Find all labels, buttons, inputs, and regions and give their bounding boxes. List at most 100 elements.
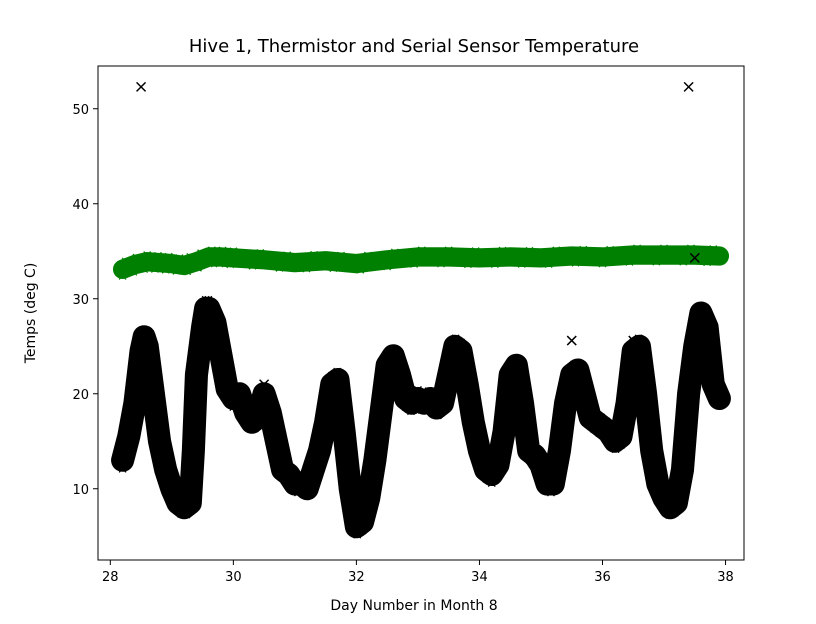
series-marker bbox=[675, 479, 684, 488]
series-marker bbox=[325, 254, 334, 263]
series-marker bbox=[483, 258, 492, 267]
series-marker bbox=[510, 355, 519, 364]
series-marker bbox=[367, 259, 376, 268]
series-marker bbox=[517, 388, 526, 397]
series-marker bbox=[147, 372, 156, 381]
series-marker bbox=[629, 251, 638, 260]
series-marker bbox=[273, 435, 282, 444]
series-marker bbox=[196, 346, 205, 355]
series-marker bbox=[131, 395, 140, 404]
series-marker bbox=[474, 437, 483, 446]
series-marker bbox=[279, 257, 288, 266]
series-marker bbox=[275, 445, 284, 454]
series-marker bbox=[158, 445, 167, 454]
series-marker bbox=[333, 367, 342, 376]
series-marker bbox=[650, 454, 659, 463]
series-marker bbox=[397, 371, 406, 380]
series-marker bbox=[448, 255, 457, 264]
series-marker bbox=[144, 362, 153, 371]
series-marker bbox=[696, 306, 705, 315]
series-marker bbox=[624, 389, 633, 397]
series-marker bbox=[284, 461, 293, 470]
series-marker bbox=[648, 248, 657, 257]
series-marker bbox=[237, 391, 246, 400]
series-marker bbox=[130, 403, 139, 412]
series-marker bbox=[675, 248, 684, 257]
series-marker bbox=[457, 338, 465, 347]
series-marker bbox=[335, 394, 344, 403]
series-marker bbox=[563, 388, 572, 397]
series-marker bbox=[473, 427, 482, 436]
series-marker bbox=[656, 251, 665, 260]
series-marker bbox=[118, 464, 127, 473]
x-tick-label: 36 bbox=[594, 570, 611, 585]
series-marker bbox=[465, 391, 474, 400]
series-1 bbox=[112, 244, 730, 280]
series-2 bbox=[111, 295, 731, 539]
series-marker bbox=[383, 262, 392, 271]
series-marker bbox=[191, 395, 200, 404]
series-marker bbox=[516, 376, 525, 385]
series-marker bbox=[189, 443, 198, 452]
series-marker bbox=[444, 246, 453, 255]
series-marker bbox=[549, 482, 558, 491]
series-marker bbox=[706, 251, 715, 260]
series-marker bbox=[690, 347, 699, 356]
series-marker bbox=[710, 386, 719, 395]
series-marker bbox=[443, 371, 452, 380]
series-marker bbox=[683, 400, 692, 409]
series-marker bbox=[568, 378, 577, 387]
series-marker bbox=[443, 383, 452, 392]
series-marker bbox=[594, 250, 603, 259]
series-marker bbox=[360, 258, 369, 267]
series-marker bbox=[135, 360, 144, 369]
series-marker bbox=[693, 246, 702, 255]
series-marker bbox=[216, 341, 225, 350]
series-marker bbox=[134, 375, 143, 384]
series-marker bbox=[302, 264, 311, 273]
series-marker bbox=[700, 249, 708, 258]
series-marker bbox=[317, 438, 326, 447]
series-band bbox=[111, 296, 731, 539]
series-marker bbox=[190, 409, 199, 418]
series-marker bbox=[371, 252, 380, 261]
series-marker bbox=[208, 313, 217, 322]
series-marker bbox=[540, 251, 549, 260]
series-marker bbox=[567, 249, 576, 258]
series-marker bbox=[182, 510, 191, 519]
series-marker bbox=[162, 459, 171, 468]
series-marker bbox=[676, 474, 685, 483]
series-marker bbox=[507, 374, 516, 383]
series-marker bbox=[339, 424, 348, 433]
series-marker bbox=[187, 479, 196, 488]
series-marker bbox=[547, 488, 555, 497]
series-marker bbox=[336, 392, 345, 401]
series-marker bbox=[460, 251, 469, 260]
series-marker bbox=[495, 455, 504, 464]
series-marker bbox=[337, 408, 346, 417]
series-marker bbox=[553, 459, 562, 468]
series-marker bbox=[240, 259, 249, 268]
series-marker bbox=[366, 487, 375, 496]
series-marker bbox=[214, 330, 223, 339]
series-marker bbox=[525, 246, 534, 255]
series-marker bbox=[529, 255, 538, 264]
series-marker bbox=[149, 386, 158, 395]
series-marker bbox=[317, 252, 326, 261]
series-marker bbox=[290, 254, 299, 263]
series-marker bbox=[367, 480, 376, 489]
series-marker bbox=[678, 468, 687, 477]
series-marker bbox=[188, 469, 197, 478]
outlier-marker bbox=[566, 335, 577, 346]
series-marker bbox=[682, 418, 691, 427]
series-marker bbox=[561, 404, 570, 413]
series-marker bbox=[537, 454, 546, 463]
series-marker bbox=[368, 467, 377, 476]
series-marker bbox=[375, 261, 384, 270]
series-marker bbox=[150, 401, 159, 410]
series-marker bbox=[637, 357, 646, 366]
plot-series bbox=[111, 81, 731, 539]
series-marker bbox=[229, 247, 238, 256]
series-marker bbox=[556, 254, 565, 263]
series-marker bbox=[622, 411, 631, 420]
